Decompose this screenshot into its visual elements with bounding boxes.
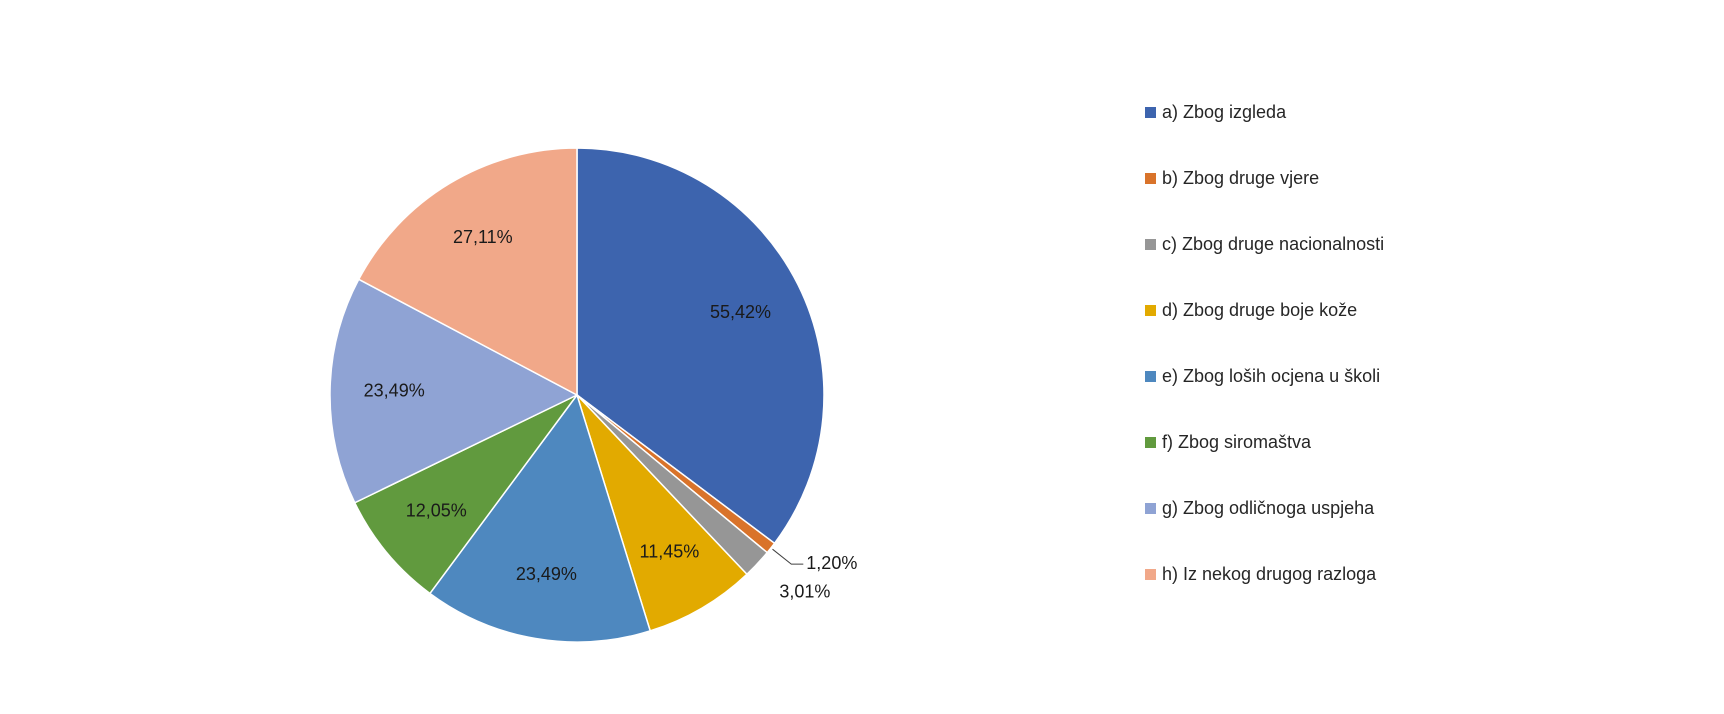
pie-slice (353, 394, 578, 595)
slice-data-label: 23,49% (364, 380, 425, 400)
slice-data-label: 27,11% (453, 227, 513, 247)
slice-data-label: 11,45% (640, 541, 700, 561)
legend-label: d) Zbog druge boje kože (1162, 300, 1358, 320)
slice-data-label: 55,42% (710, 302, 771, 322)
legend-swatch (1145, 173, 1156, 184)
legend-swatch (1145, 569, 1156, 580)
legend-label: h) Iz nekog drugog razloga (1162, 564, 1377, 584)
legend-swatch (1145, 239, 1156, 250)
slice-data-label: 23,49% (516, 564, 577, 584)
legend-label: a) Zbog izgleda (1162, 102, 1287, 122)
legend-swatch (1145, 437, 1156, 448)
pie-slice (576, 147, 825, 545)
legend-item: e) Zbog loših ocjena u školi (1145, 362, 1384, 428)
slice-leader-line (772, 548, 804, 565)
legend-swatch (1145, 107, 1156, 118)
pie-slice (329, 278, 579, 504)
legend-item: c) Zbog druge nacionalnosti (1145, 230, 1384, 296)
slice-data-label: 3,01% (779, 582, 830, 602)
legend-item: a) Zbog izgleda (1145, 98, 1384, 164)
legend-item: g) Zbog odličnoga uspjeha (1145, 494, 1384, 560)
legend-label: c) Zbog druge nacionalnosti (1162, 234, 1385, 254)
legend-item: b) Zbog druge vjere (1145, 164, 1384, 230)
pie-slice (428, 393, 652, 643)
pie-slice (576, 394, 748, 632)
legend-swatch (1145, 305, 1156, 316)
pie-slice (357, 147, 578, 397)
legend-label: b) Zbog druge vjere (1162, 168, 1320, 188)
slice-data-label: 12,05% (406, 500, 467, 520)
legend-swatch (1145, 503, 1156, 514)
slice-data-label: 1,20% (806, 553, 857, 573)
legend-swatch (1145, 371, 1156, 382)
legend-label: g) Zbog odličnoga uspjeha (1162, 498, 1375, 518)
legend-item: h) Iz nekog drugog razloga (1145, 560, 1384, 626)
legend-label: e) Zbog loših ocjena u školi (1162, 366, 1381, 386)
legend-label: f) Zbog siromaštva (1162, 432, 1312, 452)
legend-item: f) Zbog siromaštva (1145, 428, 1384, 494)
legend-item: d) Zbog druge boje kože (1145, 296, 1384, 362)
legend: a) Zbog izgleda b) Zbog druge vjere c) Z… (1145, 98, 1384, 626)
